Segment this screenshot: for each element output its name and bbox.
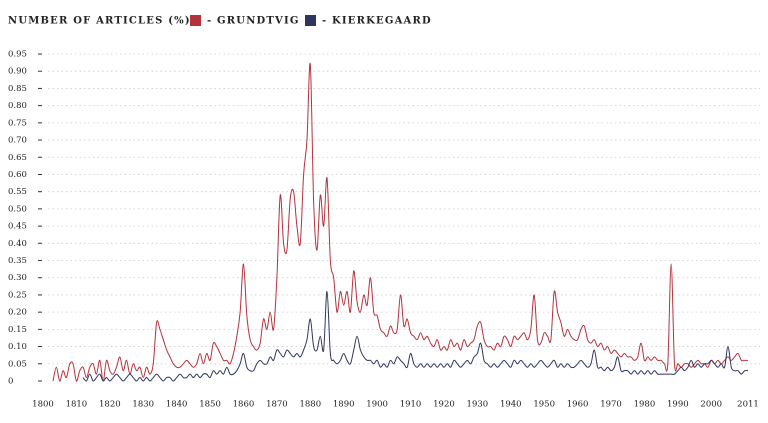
x-tick-label: 1810 [66,400,88,410]
y-tick-label: 0.25 [8,290,27,300]
x-tick-label: 1950 [533,400,555,410]
legend-swatch [305,15,316,26]
y-tick-label: 0.35 [8,256,27,266]
x-tick-label: 1980 [634,400,656,410]
y-tick-label: 0.90 [8,67,27,77]
x-tick-label: 1940 [500,400,522,410]
legend-label: - KIERKEGAARD [322,16,432,27]
y-tick-label: 0.20 [8,308,27,318]
x-tick-label: 1970 [600,400,622,410]
y-tick-label: 0.50 [8,204,27,214]
y-tick-label: 0.75 [8,118,27,128]
y-tick-label: 0.80 [8,101,27,111]
y-tick-label: 0.55 [8,187,27,197]
series-line [82,291,749,382]
x-tick-label: 1900 [366,400,388,410]
y-tick-label: 0.65 [8,153,27,163]
x-tick-label: 1840 [166,400,188,410]
y-tick-label: 0.40 [8,239,27,249]
y-tick-label: 0.95 [8,50,27,60]
y-tick-label: 0.60 [8,170,27,180]
x-tick-label: 2000 [700,400,722,410]
y-tick-label: 0.30 [8,273,27,283]
x-tick-label: 1820 [99,400,121,410]
series-line [52,62,748,382]
legend-label: - GRUNDTVIG [207,16,300,27]
x-tick-label: 1850 [199,400,221,410]
x-tick-label: 1860 [233,400,255,410]
x-tick-label: 1920 [433,400,455,410]
x-tick-label: 1880 [299,400,321,410]
x-tick-label: 1800 [32,400,54,410]
x-tick-label: 2011 [737,400,759,410]
x-tick-label: 1990 [667,400,689,410]
x-tick-label: 1830 [132,400,154,410]
x-tick-label: 1910 [400,400,422,410]
x-tick-label: 1960 [567,400,589,410]
legend-swatch [190,15,201,26]
y-tick-label: 0.15 [8,325,27,335]
y-tick-label: 0.45 [8,222,27,232]
x-tick-label: 1890 [333,400,355,410]
y-tick-label: 0.70 [8,136,27,146]
y-tick-label: 0.85 [8,84,27,94]
y-tick-label: 0.10 [8,342,27,352]
y-tick-label: 0.05 [8,359,27,369]
y-tick-label: 0 [8,377,13,387]
chart-title: NUMBER OF ARTICLES (%) [8,16,191,27]
x-tick-label: 1930 [467,400,489,410]
x-tick-label: 1870 [266,400,288,410]
